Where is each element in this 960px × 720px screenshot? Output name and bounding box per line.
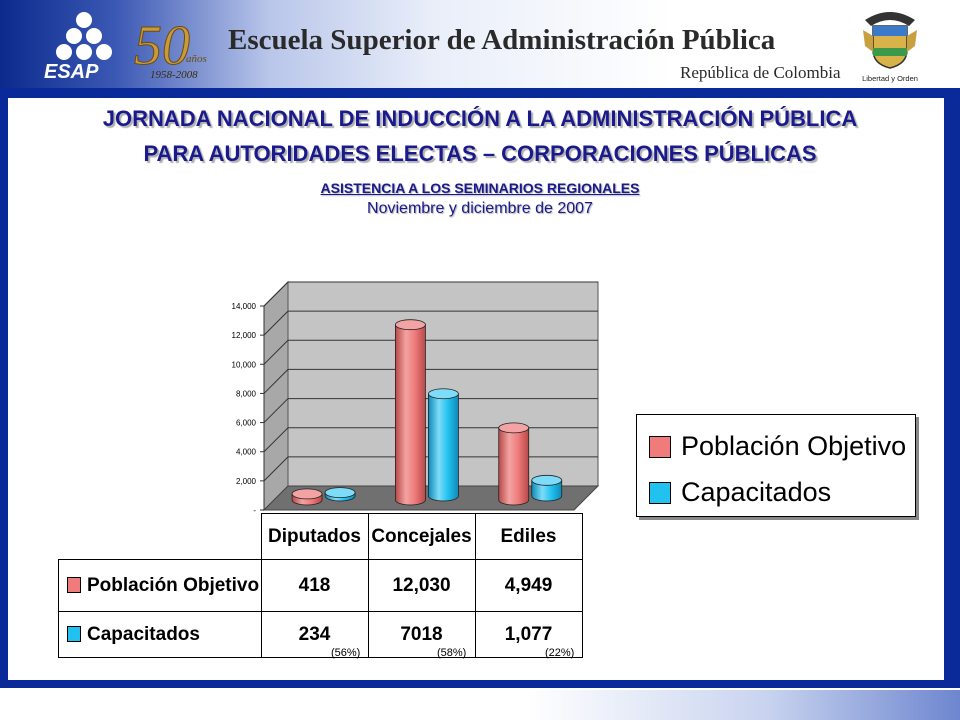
y-tick-label: 12,000	[232, 331, 257, 340]
row-label-text: Capacitados	[87, 623, 200, 645]
gridline	[263, 368, 598, 394]
bar-capacitados-concejales-top	[427, 388, 459, 400]
gridline	[263, 339, 598, 365]
cell-poblacion-concejales: 12,030	[367, 559, 476, 612]
table-corner	[59, 514, 262, 560]
institution-title: Escuela Superior de Administración Públi…	[228, 24, 776, 56]
y-tick-label: 6,000	[236, 419, 257, 428]
row-label-poblacion: Población Objetivo	[58, 559, 262, 612]
chart-legend: Población Objetivo Capacitados	[636, 414, 916, 517]
bar-poblacion-ediles-top	[498, 422, 530, 434]
bar-poblacion-ediles	[498, 427, 530, 506]
footer-bar	[0, 690, 960, 720]
bar-capacitados-ediles	[531, 479, 563, 502]
bar-poblacion-concejales-top	[394, 319, 426, 331]
esap-logo: ESAP 50 años 1958-2008	[44, 12, 207, 83]
row-swatch-poblacion	[67, 577, 81, 594]
slide-subtitle: ASISTENCIA A LOS SEMINARIOS REGIONALES	[320, 180, 640, 196]
table-header-ediles: Ediles	[474, 513, 583, 560]
row-label-capacitados: Capacitados	[58, 611, 262, 658]
row-swatch-capacitados	[67, 626, 81, 643]
coat-of-arms-icon: Libertad y Orden	[862, 12, 918, 83]
row-label-text: Población Objetivo	[87, 574, 260, 596]
logo-anniversary: 50	[134, 15, 190, 77]
y-tick-label: 10,000	[232, 360, 257, 369]
logo-text: ESAP	[44, 61, 99, 83]
y-tick-label: 14,000	[232, 302, 257, 311]
legend-label-poblacion: Población Objetivo	[681, 431, 907, 461]
y-tick-label: 8,000	[236, 389, 257, 398]
legend-swatch-capacitados	[649, 481, 671, 504]
gridline	[263, 398, 598, 423]
slide-title-line-2: PARA AUTORIDADES ELECTAS – CORPORACIONES…	[143, 141, 817, 166]
slide-title-line-1: JORNADA NACIONAL DE INDUCCIÓN A LA ADMIN…	[102, 106, 858, 131]
header-banner: ESAP 50 años 1958-2008 Escuela Superior …	[0, 0, 960, 88]
chart-side-wall	[263, 280, 289, 512]
institution-subtitle: República de Colombia	[680, 63, 841, 82]
cell-capacitados-diputados: 234	[260, 611, 369, 658]
legend-item-capacitados: Capacitados	[649, 477, 831, 508]
percentage-concejales: (58%)	[437, 647, 467, 659]
cell-poblacion-diputados: 418	[260, 559, 369, 612]
table-header-diputados: Diputados	[260, 513, 369, 560]
percentage-diputados: (56%)	[331, 647, 361, 659]
bar-poblacion-diputados-top	[291, 488, 323, 500]
bar-capacitados-concejales	[428, 393, 459, 502]
gridline	[263, 310, 598, 336]
data-table: Diputados Concejales Ediles Población Ob…	[58, 513, 583, 658]
gridline	[263, 427, 598, 453]
table-header-concejales: Concejales	[367, 513, 476, 560]
seal-caption: Libertad y Orden	[862, 74, 918, 83]
cell-capacitados-ediles: 1,077	[474, 611, 583, 658]
attendance-bar-chart: - 2,000 4,000 6,000 8,000 10,000 12,000 14,000	[232, 280, 600, 515]
legend-item-poblacion: Población Objetivo	[649, 431, 906, 462]
bar-capacitados-ediles-top	[531, 474, 563, 486]
bar-poblacion-concejales	[395, 324, 426, 506]
logo-word: años	[186, 53, 207, 65]
legend-label-capacitados: Capacitados	[681, 477, 832, 507]
table-row: Capacitados 234 7018 1,077	[58, 611, 583, 658]
gridline	[263, 456, 598, 482]
legend-swatch-poblacion	[649, 435, 671, 458]
percentage-ediles: (22%)	[545, 647, 575, 659]
table-header-row: Diputados Concejales Ediles	[59, 513, 583, 560]
bar-capacitados-diputados-top	[324, 487, 356, 498]
y-tick-label: 2,000	[236, 477, 257, 486]
cell-poblacion-ediles: 4,949	[474, 559, 583, 612]
slide-date: Noviembre y diciembre de 2007	[367, 200, 593, 217]
y-tick-label: -	[253, 506, 256, 515]
logo-years: 1958-2008	[150, 69, 198, 81]
y-tick-label: 4,000	[236, 448, 257, 457]
table-row: Población Objetivo 418 12,030 4,949	[58, 559, 583, 612]
gridline	[263, 281, 598, 307]
cell-capacitados-concejales: 7018	[367, 611, 476, 658]
